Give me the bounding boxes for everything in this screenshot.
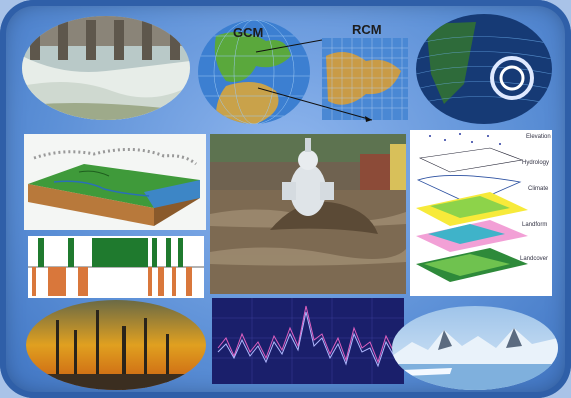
layer-label-climate: Climate (528, 186, 549, 192)
watershed-diagram (24, 134, 206, 230)
layer-label-landform: Landform (522, 222, 548, 228)
industrial-pollution-image (26, 300, 206, 390)
dam-spillway-image (22, 16, 190, 120)
flood-statue-image (210, 134, 406, 294)
gis-layers-panel: Elevation Hydrology Climate Landform Lan… (410, 130, 552, 296)
time-series-plot-image (212, 298, 404, 384)
wet-dry-bar-pattern (28, 236, 204, 298)
layer-label-elevation: Elevation (526, 134, 551, 140)
rcm-label: RCM (352, 22, 382, 37)
gcm-rcm-globe-panel: GCM RCM (196, 16, 410, 124)
gcm-label: GCM (233, 25, 264, 40)
layer-label-landcover: Landcover (520, 256, 549, 262)
glacier-image (392, 306, 558, 390)
layer-label-hydrology: Hydrology (522, 160, 550, 166)
cyclone-satellite-image (416, 14, 552, 124)
